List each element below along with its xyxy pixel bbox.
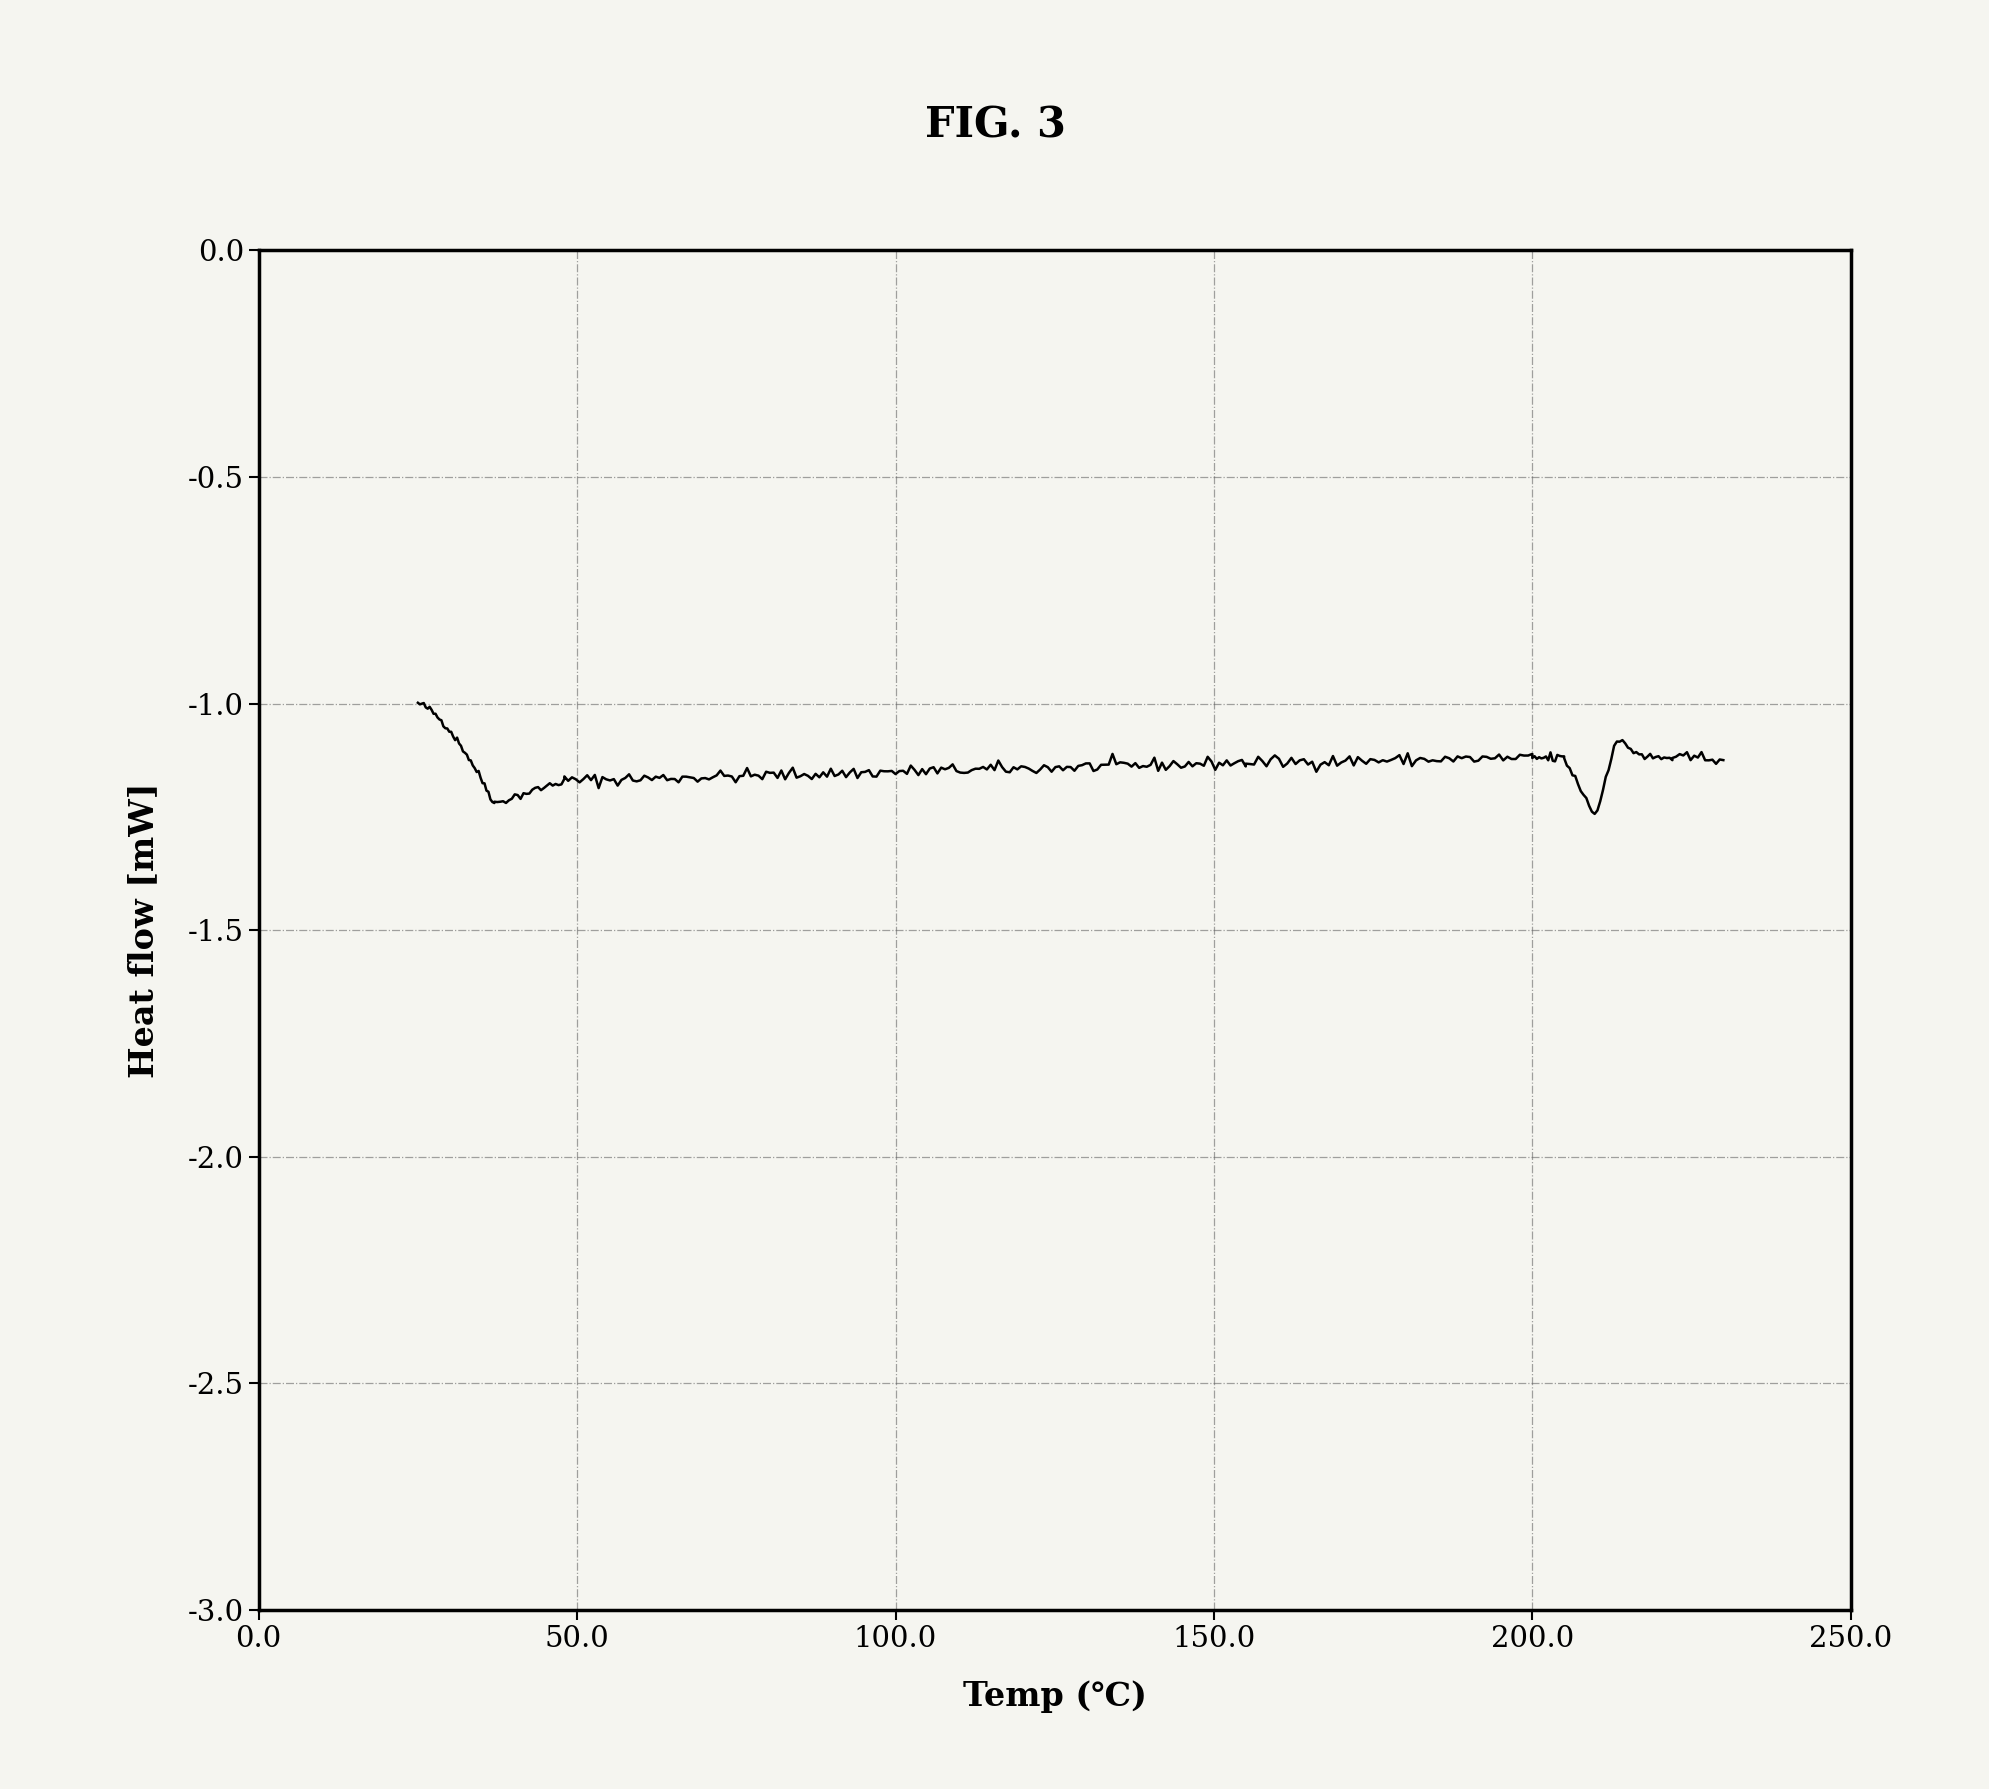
X-axis label: Temp (℃): Temp (℃) [963, 1680, 1146, 1714]
Y-axis label: Heat flow [mW]: Heat flow [mW] [127, 782, 161, 1079]
Text: FIG. 3: FIG. 3 [925, 104, 1064, 147]
